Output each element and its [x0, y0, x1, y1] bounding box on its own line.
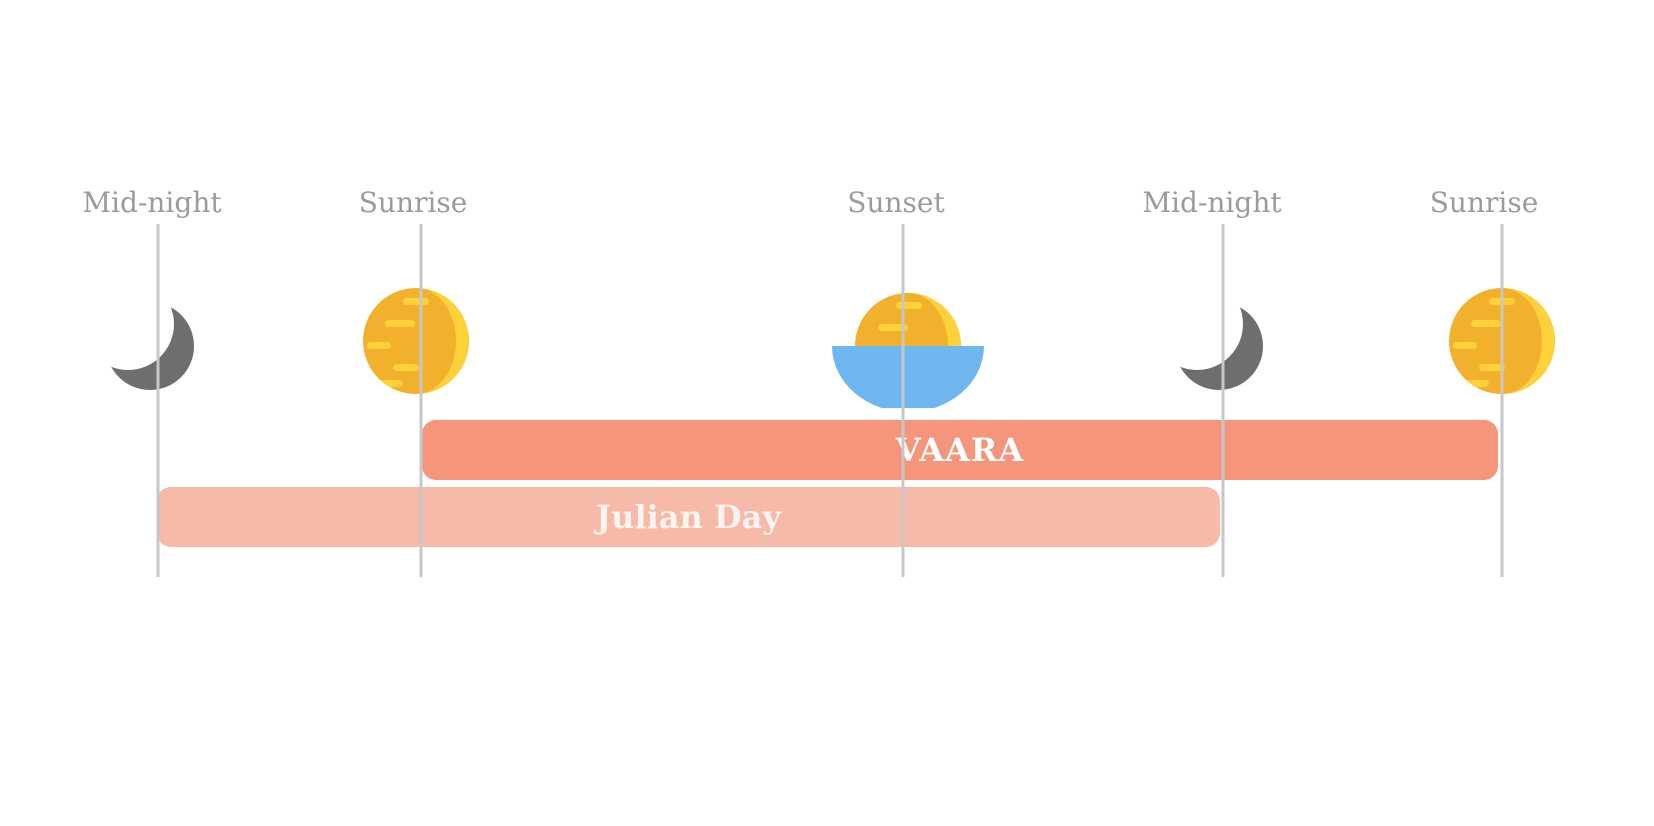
marker-line-midnight-1: [156, 224, 160, 577]
julian-day-span-bar: Julian Day: [157, 487, 1220, 547]
vaara-span-bar: VAARA: [422, 420, 1498, 480]
marker-label-midnight-1: Mid-night: [82, 186, 222, 219]
marker-label-midnight-2: Mid-night: [1142, 186, 1282, 219]
marker-label-sunset: Sunset: [847, 186, 945, 219]
marker-line-sunrise-1: [419, 224, 423, 577]
moon-icon: [106, 302, 194, 390]
marker-label-sunrise-1: Sunrise: [358, 186, 468, 219]
marker-line-midnight-2: [1221, 224, 1225, 577]
sun-icon: [363, 288, 469, 394]
marker-line-sunrise-2: [1500, 224, 1504, 577]
sunset-icon: [832, 293, 984, 408]
marker-label-sunrise-2: Sunrise: [1429, 186, 1539, 219]
marker-line-sunset: [901, 224, 905, 577]
moon-icon: [1175, 302, 1263, 390]
